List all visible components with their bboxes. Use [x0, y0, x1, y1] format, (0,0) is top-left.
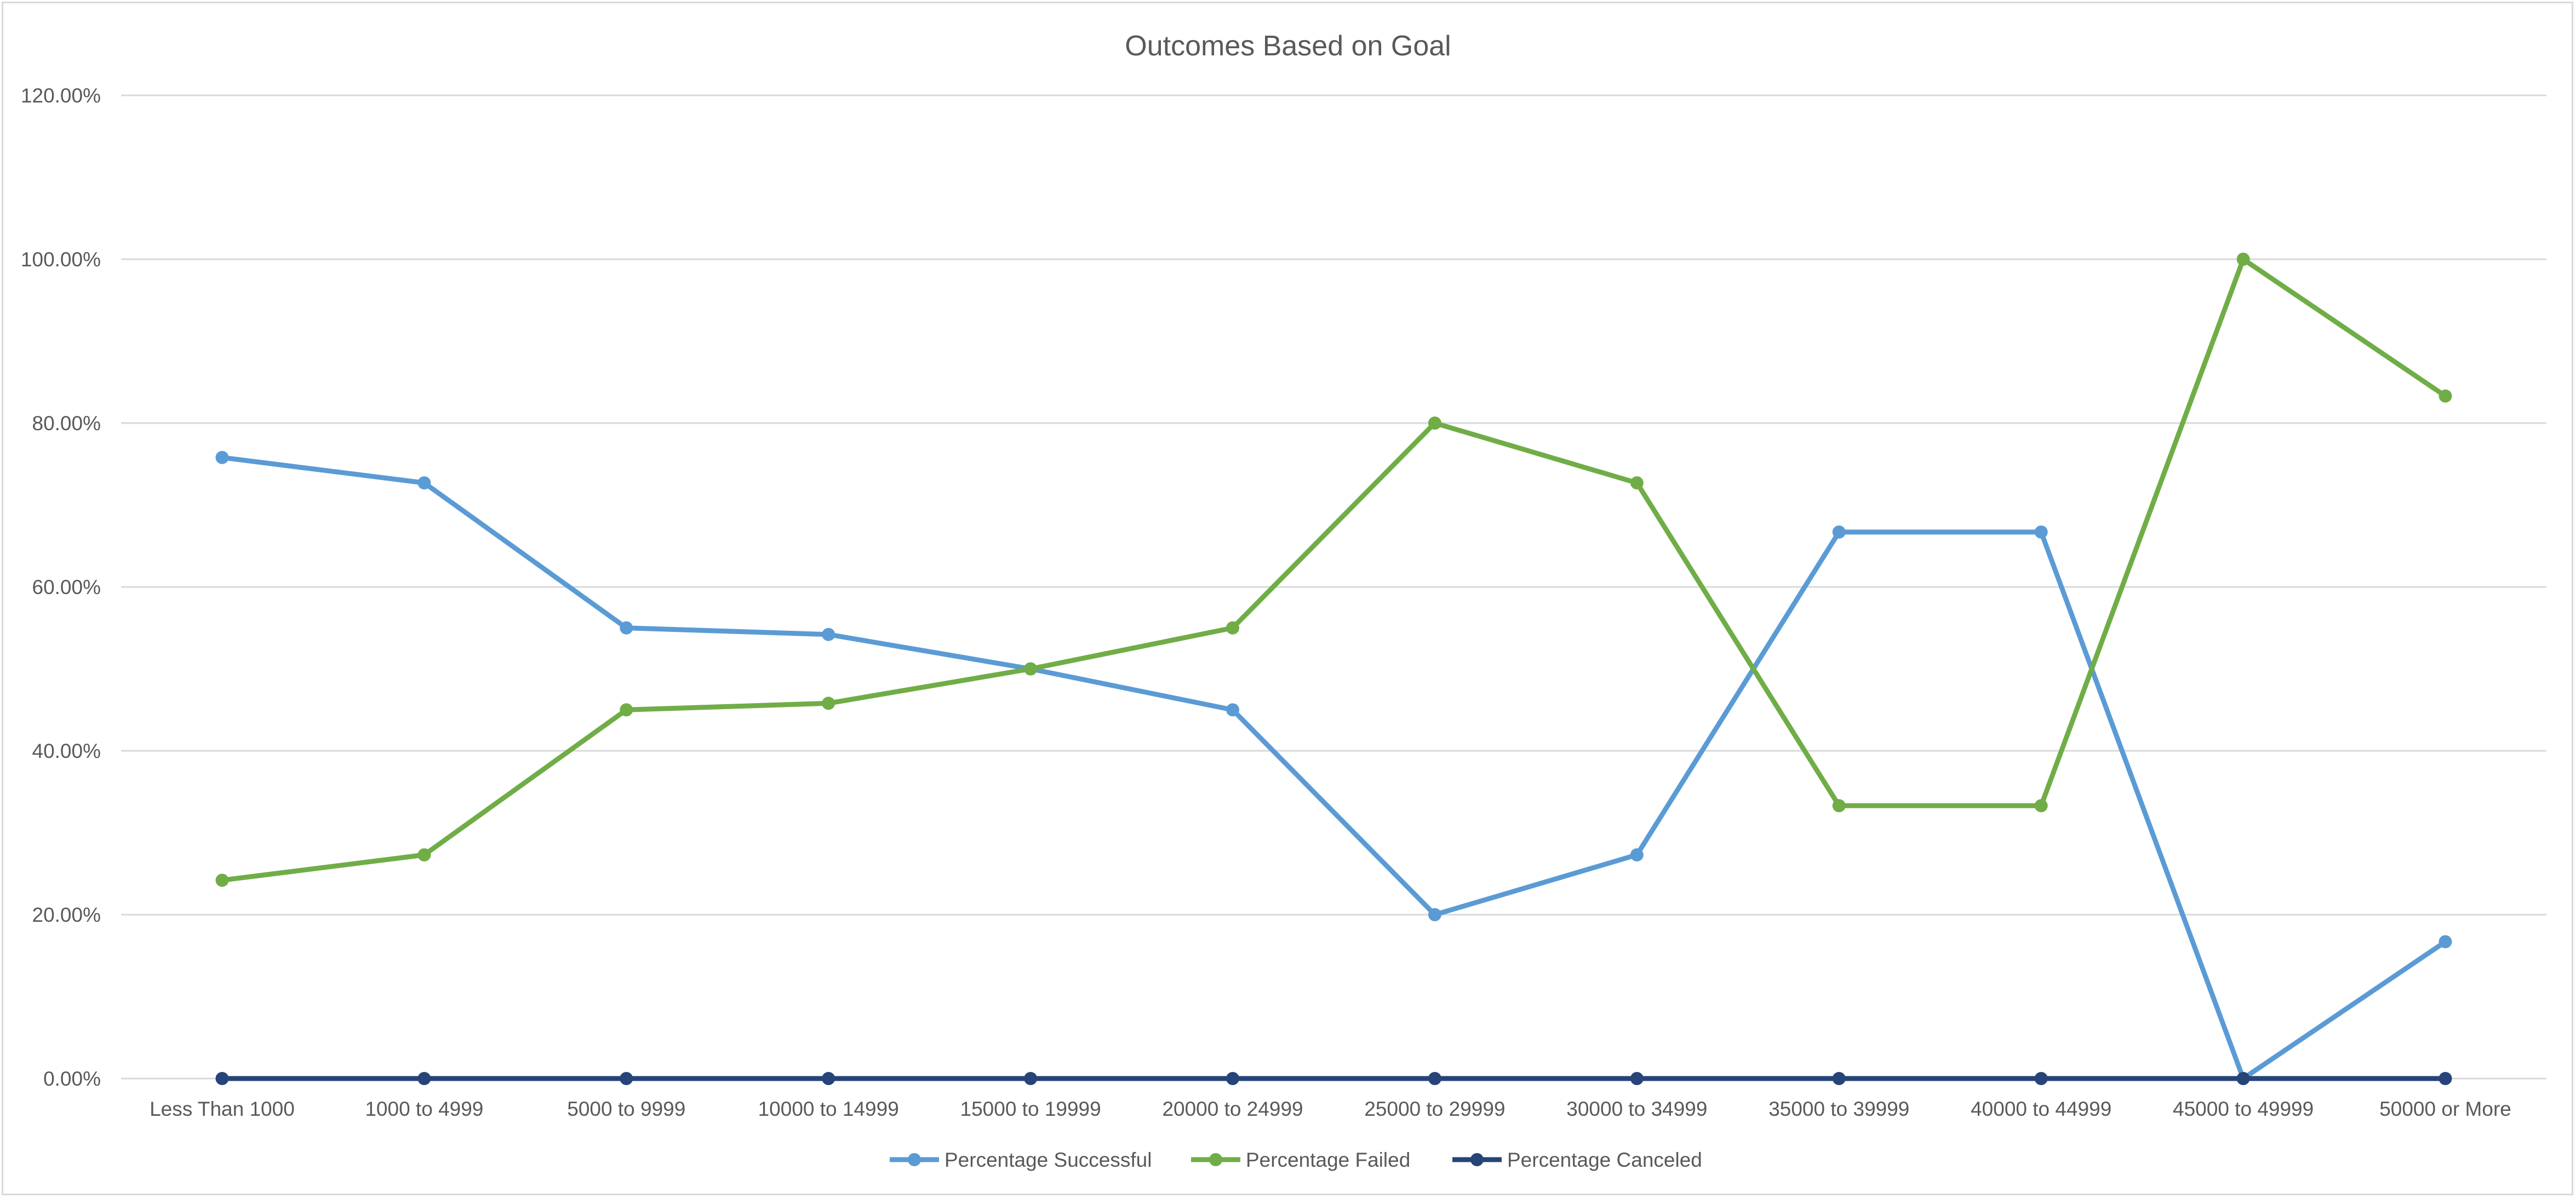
y-tick-label: 100.00% [21, 248, 101, 271]
x-tick-label: 10000 to 14999 [758, 1098, 899, 1120]
data-point [2236, 253, 2250, 266]
data-point [1428, 417, 1441, 430]
data-point [1428, 1072, 1441, 1085]
y-axis-tick-labels: 0.00% 20.00% 40.00% 60.00% 80.00% 100.00% 120.… [21, 84, 101, 1090]
y-tick-label: 120.00% [21, 84, 101, 107]
data-point [1024, 662, 1038, 676]
legend-label: Percentage Successful [944, 1149, 1152, 1171]
y-tick-label: 40.00% [32, 740, 101, 762]
data-point [1226, 703, 1240, 717]
y-tick-label: 20.00% [32, 904, 101, 926]
x-tick-label: 35000 to 39999 [1768, 1098, 1909, 1120]
data-point [1428, 908, 1441, 921]
x-tick-label: 50000 or More [2379, 1098, 2511, 1120]
data-point [2034, 799, 2048, 813]
series-1 [215, 253, 2452, 887]
data-point [215, 1072, 229, 1085]
series-2 [215, 1072, 2452, 1085]
legend: Percentage Successful Percentage Failed Pe… [890, 1149, 1702, 1171]
legend-entry: Percentage Successful [890, 1149, 1152, 1171]
series-0 [215, 450, 2452, 1085]
x-tick-label: 20000 to 24999 [1162, 1098, 1303, 1120]
legend-marker [1470, 1153, 1484, 1166]
y-tick-label: 0.00% [43, 1068, 101, 1090]
data-point [417, 1072, 431, 1085]
series-lines [215, 253, 2452, 1085]
data-point [215, 874, 229, 887]
data-point [2438, 1072, 2452, 1085]
x-tick-label: 40000 to 44999 [1971, 1098, 2111, 1120]
data-point [620, 621, 633, 635]
legend-entry: Percentage Failed [1191, 1149, 1410, 1171]
data-point [1226, 1072, 1240, 1085]
data-point [1832, 525, 1846, 539]
series-line [219, 455, 2448, 1081]
y-tick-label: 60.00% [32, 576, 101, 598]
data-point [1832, 799, 1846, 813]
data-point [2034, 525, 2048, 539]
data-point [417, 476, 431, 490]
data-point [2438, 935, 2452, 949]
gridlines [121, 94, 2546, 1080]
data-point [822, 627, 835, 641]
legend-entry: Percentage Canceled [1452, 1149, 1702, 1171]
x-axis-tick-labels: Less Than 1000 1000 to 4999 5000 to 9999 10… [150, 1098, 2511, 1120]
data-point [1226, 621, 1240, 635]
data-point [2034, 1072, 2048, 1085]
data-point [1832, 1072, 1846, 1085]
x-tick-label: Less Than 1000 [150, 1098, 295, 1120]
legend-label: Percentage Canceled [1507, 1149, 1702, 1171]
x-tick-label: 1000 to 4999 [365, 1098, 483, 1120]
y-tick-label: 80.00% [32, 412, 101, 435]
data-point [2236, 1072, 2250, 1085]
data-point [1024, 1072, 1038, 1085]
legend-label: Percentage Failed [1246, 1149, 1410, 1171]
series-line [219, 256, 2448, 883]
data-point [822, 697, 835, 710]
x-tick-label: 30000 to 34999 [1566, 1098, 1707, 1120]
chart-title: Outcomes Based on Goal [1125, 30, 1451, 62]
data-point [215, 450, 229, 464]
data-point [1630, 476, 1644, 490]
data-point [1630, 848, 1644, 862]
x-tick-label: 25000 to 29999 [1364, 1098, 1505, 1120]
data-point [417, 848, 431, 862]
data-point [620, 1072, 633, 1085]
line-chart: Outcomes Based on Goal 0.00% 20.00% 40.00%… [21, 30, 2546, 1171]
data-point [822, 1072, 835, 1085]
x-tick-label: 5000 to 9999 [567, 1098, 685, 1120]
x-tick-label: 15000 to 19999 [960, 1098, 1101, 1120]
x-tick-label: 45000 to 49999 [2173, 1098, 2314, 1120]
data-point [2438, 389, 2452, 403]
data-point [620, 703, 633, 717]
data-point [1630, 1072, 1644, 1085]
legend-marker [908, 1153, 921, 1166]
legend-marker [1209, 1153, 1222, 1166]
